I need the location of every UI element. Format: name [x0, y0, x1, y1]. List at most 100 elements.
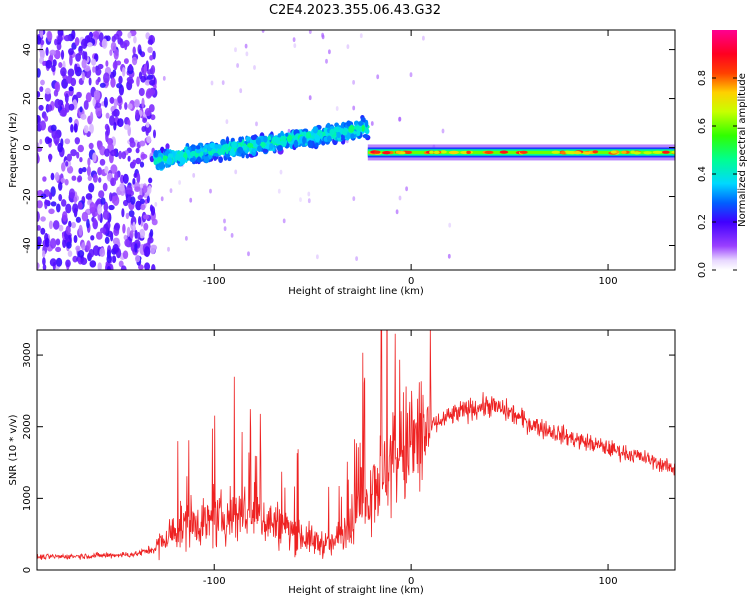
steady-tone-peak [610, 150, 617, 154]
spectrogram-noise-cell [293, 43, 297, 48]
spectrogram-noise-cell [73, 235, 78, 243]
spectrogram-noise-cell [37, 200, 43, 209]
spectrogram-noise-cell [308, 30, 312, 34]
spectrogram-noise-cell [127, 32, 132, 39]
steady-tone-peak [592, 150, 599, 154]
spectrogram-noise-cell [58, 194, 63, 202]
spectrogram-noise-cell [65, 225, 71, 235]
spectrogram-noise-cell [99, 145, 106, 156]
spectrogram-noise-cell [86, 240, 91, 251]
spectrogram-y-tick-label: 40 [22, 43, 33, 56]
spectrogram-noise-cell [307, 191, 311, 197]
spectrogram-noise-cell [89, 260, 97, 268]
spectrogram-tone-cell [326, 122, 331, 129]
spectrogram-noise-cell [398, 116, 402, 122]
snr-x-ticks: -100 0 100 [203, 330, 618, 587]
spectrogram-noise-cell [45, 87, 51, 95]
spectrogram-tone-cell [329, 128, 335, 135]
spectrogram-noise-cell [55, 246, 62, 253]
spectrogram-noise-cell [141, 97, 145, 109]
spectrogram-noise-cell [247, 251, 250, 257]
spectrogram-noise-cell [109, 149, 117, 157]
spectrogram-tone-cell [213, 156, 217, 161]
spectrogram-noise-cell [132, 159, 137, 167]
spectrogram-noise-cell [111, 255, 117, 263]
spectrogram-noise-cell [37, 154, 40, 164]
spectrogram-noise-cell [123, 58, 129, 64]
spectrogram-noise-cell [140, 204, 146, 211]
spectrogram-noise-cell [114, 222, 121, 231]
spectrogram-tone-cell [229, 150, 236, 157]
spectrogram-noise-cell [105, 35, 111, 42]
spectrogram-noise-cell [352, 196, 356, 202]
spectrogram-noise-cell [299, 197, 302, 203]
spectrogram-noise-cell [105, 112, 110, 119]
spectrogram-noise-cell [70, 124, 74, 133]
spectrogram-noise-cell [120, 174, 124, 184]
spectrogram-noise-cell [60, 177, 66, 184]
spectrogram-tone-cell [356, 129, 361, 137]
spectrogram-noise-cell [50, 172, 55, 181]
spectrogram-noise-cell [72, 255, 78, 263]
spectrogram-noise-cell [405, 186, 408, 192]
spectrogram-noise-cell [93, 89, 101, 101]
spectrogram-noise-cell [83, 100, 89, 110]
spectrogram-noise-cell [129, 140, 136, 148]
spectrogram-noise-cell [134, 186, 141, 193]
steady-tone-peak [433, 150, 440, 154]
spectrogram-tone-cell [348, 124, 355, 133]
spectrogram-noise-cell [75, 245, 81, 252]
spectrogram-noise-cell [118, 150, 123, 160]
spectrogram-noise-cell [116, 83, 123, 89]
steady-tone-peak [551, 150, 560, 154]
spectrogram-noise-cell [98, 190, 105, 199]
spectrogram-tone-cell [364, 119, 369, 128]
steady-tone-peak [573, 151, 582, 155]
spectrogram-noise-cell [352, 80, 355, 85]
spectrogram-tone-cell [293, 139, 299, 148]
spectrogram-noise-cell [76, 91, 82, 99]
spectrogram-noise-cell [87, 157, 91, 167]
spectrogram-noise-cell [355, 256, 358, 261]
spectrogram-noise-cell [68, 86, 74, 92]
spectrogram-noise-cell [307, 198, 311, 204]
spectrogram-noise-cell [71, 175, 77, 181]
snr-x-tick-label: -100 [203, 576, 226, 587]
spectrogram-noise-cell [143, 222, 149, 231]
spectrogram-noise-cell [129, 230, 134, 239]
spectrogram-noise-cell [73, 123, 78, 133]
spectrogram-noise-cell [144, 108, 152, 117]
spectrogram-noise-cell [42, 257, 46, 266]
spectrogram-noise-cell [97, 63, 104, 70]
spectrogram-noise-cell [132, 46, 136, 55]
spectrogram-noise-cell [221, 80, 225, 85]
spectrogram-noise-cell [145, 121, 150, 128]
spectrogram-tone-cell [158, 161, 165, 170]
spectrogram-noise-cell [48, 220, 53, 230]
spectrogram-noise-cell [92, 66, 96, 73]
spectrogram-tone-cell [254, 143, 258, 148]
spectrogram-noise-cell [132, 56, 138, 66]
spectrogram-noise-cell [81, 38, 88, 49]
spectrogram-noise-cell [119, 182, 125, 192]
spectrogram-noise-cell [134, 243, 138, 253]
spectrogram-noise-cell [110, 177, 117, 187]
spectrogram-noise-cell [37, 91, 41, 98]
spectrogram-noise-cell [292, 37, 296, 42]
spectrogram-noise-cell [150, 65, 156, 75]
spectrogram-noise-cell [48, 153, 52, 163]
spectrogram-tone-cell [218, 156, 224, 164]
spectrogram-tone-cell [307, 140, 313, 149]
spectrogram-noise-cell [223, 226, 227, 232]
spectrogram-noise-cell [138, 216, 142, 226]
spectrogram-noise-cell [89, 202, 96, 213]
spectrogram-noise-cell [40, 216, 46, 222]
spectrogram-noise-cell [153, 129, 156, 139]
spectrogram-tone-cell [238, 136, 243, 143]
spectrogram-y-ticks: -40 -20 0 20 40 [22, 43, 675, 254]
spectrogram-noise-cell [117, 118, 124, 128]
spectrogram-noise-cell [236, 63, 240, 68]
spectrogram-noise-cell [110, 77, 116, 88]
spectrogram-noise-cell [150, 244, 156, 255]
spectrogram-noise-cell [99, 227, 107, 234]
